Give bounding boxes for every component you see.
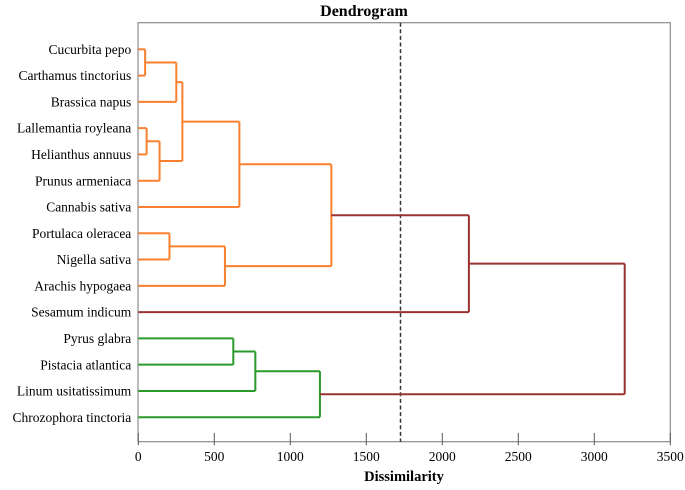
x-tick-label: 500 xyxy=(204,449,225,464)
leaf-label: Arachis hypogaea xyxy=(34,278,131,293)
leaf-label: Lallemantia royleana xyxy=(17,121,131,136)
x-axis-ticks: 0 500 1000 1500 2000 2500 3000 3500 xyxy=(135,433,684,464)
leaf-label: Cucurbita pepo xyxy=(48,42,131,57)
dendrogram-segments xyxy=(138,48,626,419)
x-tick-label: 0 xyxy=(135,449,142,464)
x-tick-label: 2500 xyxy=(505,449,532,464)
x-axis-title: Dissimilarity xyxy=(364,469,444,485)
leaf-label: Pistacia atlantica xyxy=(40,357,131,372)
leaf-label: Linum usitatissimum xyxy=(17,384,132,399)
x-tick-label: 1000 xyxy=(277,449,304,464)
leaf-label: Portulaca oleracea xyxy=(32,226,131,241)
x-tick-label: 2000 xyxy=(429,449,456,464)
x-tick-label: 3500 xyxy=(657,449,684,464)
leaf-label: Prunus armeniaca xyxy=(35,173,131,188)
plot-border xyxy=(137,22,671,443)
leaf-label: Chrozophora tinctoria xyxy=(12,410,131,425)
chart-title: Dendrogram xyxy=(320,3,408,20)
leaf-label: Carthamus tinctorius xyxy=(18,68,131,83)
leaf-label: Helianthus annuus xyxy=(31,147,131,162)
leaf-label: Sesamum indicum xyxy=(31,305,132,320)
leaf-labels: Cucurbita pepo Carthamus tinctorius Brassi… xyxy=(12,42,131,425)
leaf-label: Nigella sativa xyxy=(57,252,132,267)
leaf-label: Brassica napus xyxy=(51,94,132,109)
leaf-label: Cannabis sativa xyxy=(46,200,131,215)
x-tick-label: 1500 xyxy=(353,449,380,464)
x-tick-label: 3000 xyxy=(581,449,608,464)
leaf-label: Pyrus glabra xyxy=(63,331,131,346)
